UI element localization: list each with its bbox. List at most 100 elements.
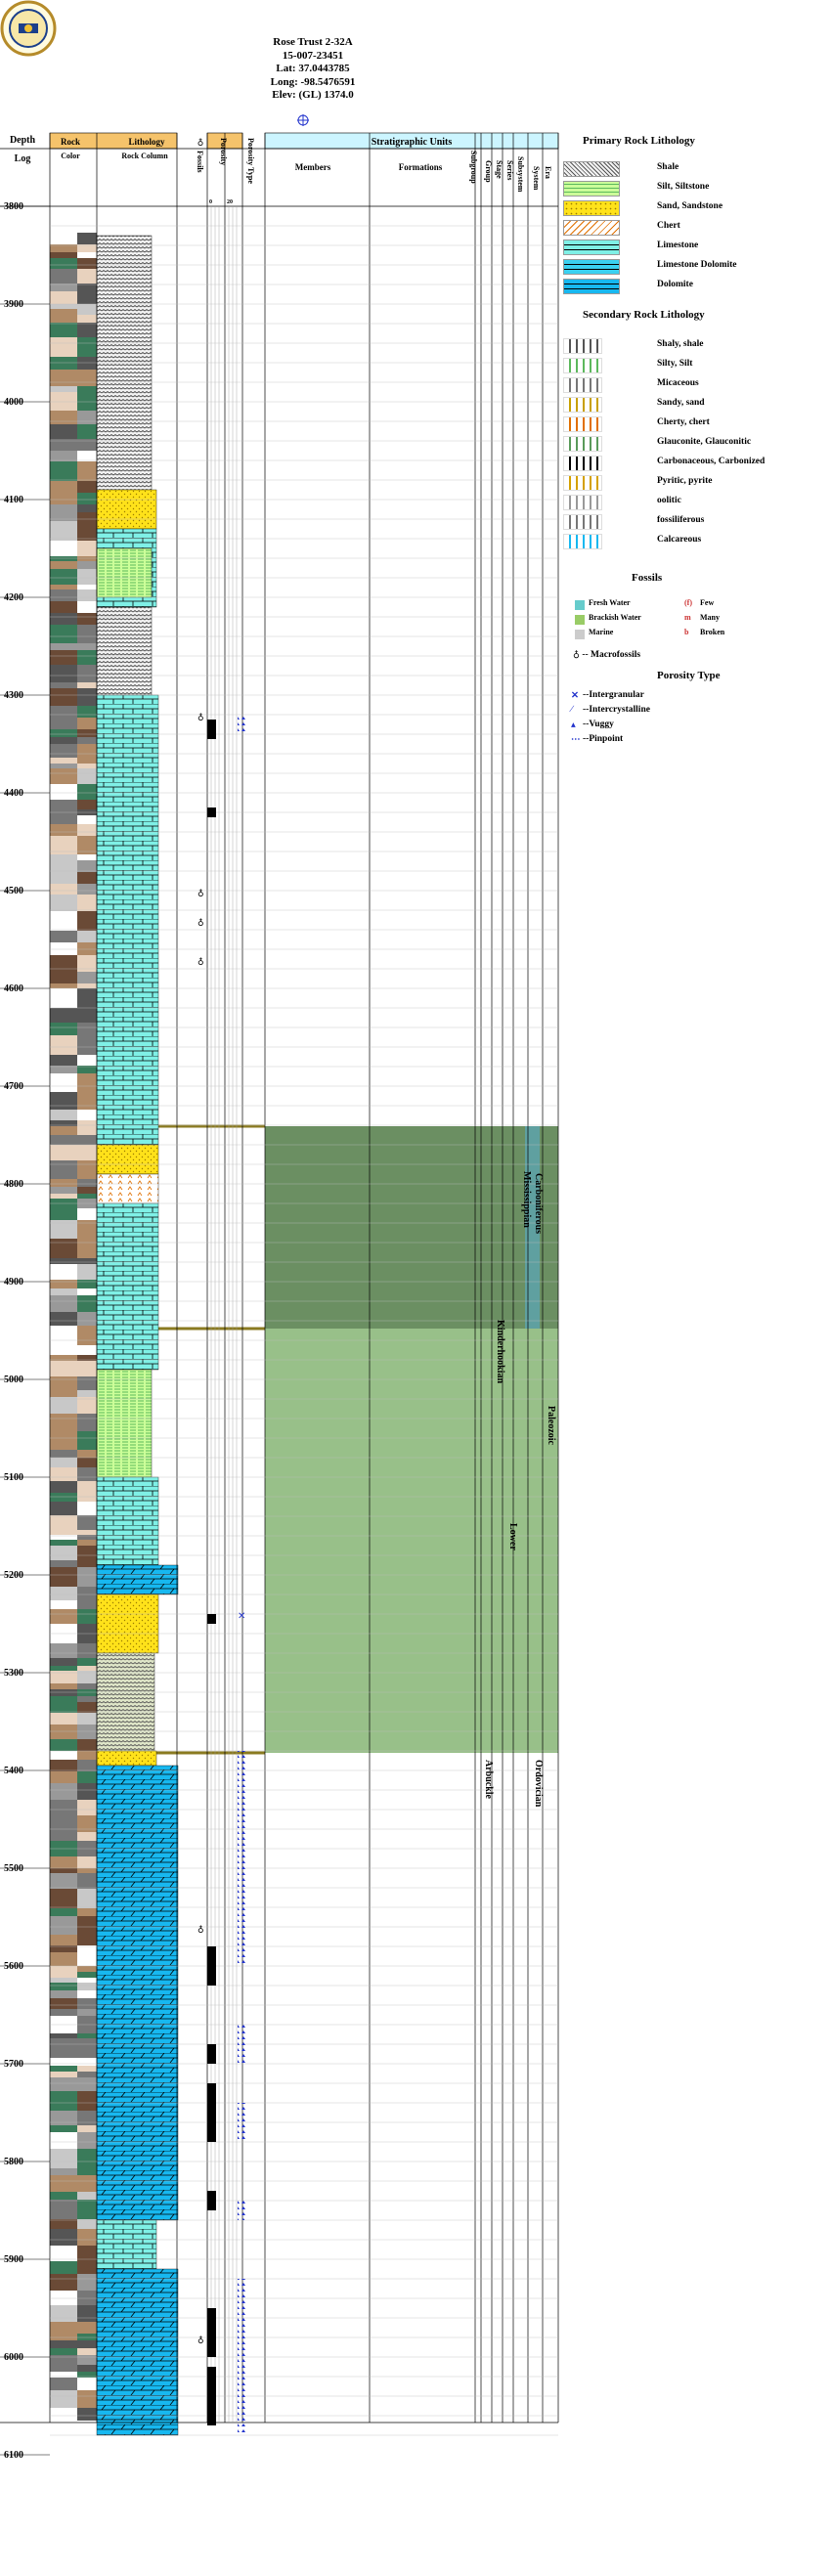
- rock-color-band: [77, 1361, 97, 1376]
- rock-color-band: [50, 768, 77, 784]
- carboniferous-zone: [525, 1126, 540, 1329]
- rock-color-band: [77, 1312, 97, 1326]
- rock-color-band: [77, 1643, 97, 1658]
- lower-label: Lower: [507, 1523, 518, 1550]
- rock-color-band: [50, 860, 77, 872]
- rock-color-band: [50, 1800, 77, 1815]
- rock-color-column: [50, 233, 97, 2421]
- legend-swatch-limestone: [563, 240, 620, 255]
- porosity-bar-3: [207, 1946, 216, 1986]
- rock-color-band: [77, 911, 97, 931]
- rock-color-band: [77, 451, 97, 461]
- rock-color-band: [77, 1815, 97, 1832]
- rock-color-band: [77, 370, 97, 386]
- rock-color-band: [77, 1972, 97, 1978]
- rock-color-band: [77, 1916, 97, 1935]
- rock-color-band: [77, 784, 97, 800]
- rock-color-band: [77, 1092, 97, 1110]
- rock-color-band: [77, 424, 97, 439]
- rock-color-band: [50, 1361, 77, 1376]
- rock-color-band: [50, 1815, 77, 1832]
- rock-color-band: [77, 1515, 97, 1530]
- rock-color-band: [50, 1873, 77, 1889]
- fossils-col-title: Fossils: [196, 151, 204, 173]
- rock-color-band: [77, 1194, 97, 1199]
- rock-color-band: [50, 1540, 77, 1546]
- depth-label-4900: 4900: [4, 1277, 23, 1288]
- depth-label-5300: 5300: [4, 1668, 23, 1679]
- rock-color-band: [77, 1783, 97, 1800]
- vuggy-porosity-5: [238, 2279, 247, 2435]
- system-col-title: System: [532, 166, 541, 191]
- rock-color-band: [77, 1397, 97, 1414]
- porosity-layer: ♁ ♁ ♁ ♁ ♁ ♁ ✕: [197, 712, 247, 2435]
- porosity-type-label-1: --Intercrystalline: [583, 705, 650, 715]
- litho-interval-17: [96, 2268, 179, 2436]
- rock-color-band: [77, 1587, 97, 1600]
- rock-color-band: [50, 2261, 77, 2274]
- rock-color-band: [77, 1800, 97, 1815]
- vuggy-porosity-0: [238, 715, 247, 734]
- lithology-column: [96, 235, 179, 2436]
- vuggy-porosity-4: [238, 2201, 247, 2220]
- depth-label-3800: 3800: [4, 201, 23, 212]
- depth-label-5100: 5100: [4, 1472, 23, 1483]
- rock-color-band: [50, 386, 77, 392]
- litho-interval-7: [96, 1173, 159, 1204]
- porosity-bar-0: [207, 720, 216, 739]
- rock-color-band: [50, 2066, 77, 2072]
- secondary-lithology-title: Secondary Rock Lithology: [583, 309, 705, 321]
- rock-color-band: [50, 2229, 77, 2246]
- rock-color-band: [50, 512, 77, 521]
- rock-color-band: [77, 1908, 97, 1916]
- secondary-swatch-5: [563, 436, 602, 452]
- rock-color-band: [50, 521, 77, 541]
- rock-color-band: [77, 2378, 97, 2390]
- rock-color-band: [50, 1908, 77, 1916]
- legend-swatch-silt: [563, 181, 620, 196]
- rock-color-band: [77, 1713, 97, 1725]
- rock-color-band: [50, 744, 77, 758]
- fossil-abundance-icon-0: (f): [684, 598, 692, 607]
- rock-color-band: [77, 1264, 97, 1280]
- rock-color-band: [50, 1609, 77, 1624]
- rock-color-band: [50, 585, 77, 589]
- rock-color-band: [50, 972, 77, 983]
- rock-color-band: [77, 561, 97, 569]
- rock-color-band: [50, 1978, 77, 1983]
- rock-color-band: [50, 836, 77, 854]
- members-col-title: Members: [295, 162, 331, 172]
- kgs-seal-logo: [0, 0, 57, 57]
- rock-color-band: [77, 1035, 97, 1055]
- rock-color-band: [77, 1546, 97, 1560]
- rock-color-band: [77, 1760, 97, 1771]
- primary-lithology-title: Primary Rock Lithology: [583, 135, 695, 147]
- rock-color-band: [77, 1978, 97, 1983]
- secondary-swatch-2: [563, 377, 602, 393]
- secondary-label-4: Cherty, chert: [657, 417, 710, 427]
- rock-color-band: [50, 988, 77, 1008]
- fossil-abundance-label-0: Few: [700, 598, 715, 607]
- rock-color-band: [50, 1208, 77, 1220]
- depth-label-5500: 5500: [4, 1863, 23, 1874]
- rock-color-band: [50, 800, 77, 809]
- rock-color-band: [50, 737, 77, 744]
- rock-color-band: [77, 815, 97, 824]
- rock-color-band: [50, 1312, 77, 1326]
- rock-color-band: [50, 451, 77, 461]
- porosity-bar-4: [207, 2044, 216, 2064]
- rock-color-band: [50, 569, 77, 585]
- rock-color-band: [77, 1135, 97, 1145]
- rock-color-band: [77, 613, 97, 625]
- legend-label-limedolo: Limestone Dolomite: [657, 260, 737, 270]
- color-col-title: Color: [61, 152, 80, 160]
- secondary-label-8: oolitic: [657, 496, 681, 505]
- rock-color-band: [50, 233, 77, 244]
- rock-color-band: [77, 2229, 97, 2246]
- fossil-abundance-label-1: Many: [700, 613, 720, 622]
- fossil-label-0: Fresh Water: [589, 598, 631, 607]
- rock-color-band: [50, 729, 77, 737]
- rock-color-band: [50, 357, 77, 370]
- secondary-label-9: fossiliferous: [657, 515, 705, 525]
- macrofossil-icon: ♁: [573, 650, 583, 660]
